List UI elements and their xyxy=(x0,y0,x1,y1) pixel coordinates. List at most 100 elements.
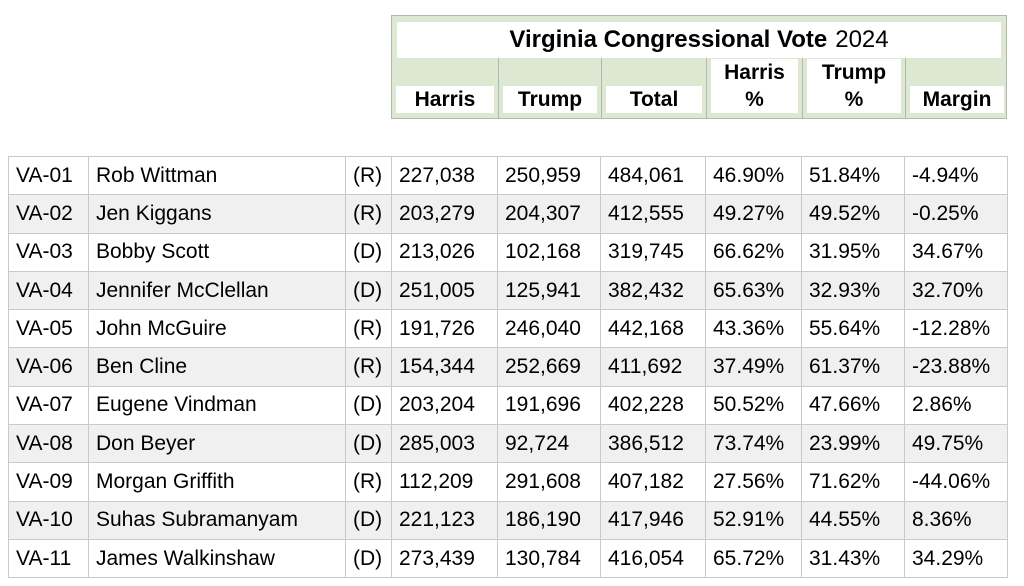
cell-party[interactable]: (D) xyxy=(345,424,392,464)
cell-district[interactable]: VA-06 xyxy=(8,347,89,387)
cell-harris[interactable]: 213,026 xyxy=(391,232,498,272)
cell-harris-pct[interactable]: 46.90% xyxy=(705,155,802,196)
header-col-harris[interactable]: Harris xyxy=(392,58,498,118)
cell-total[interactable]: 442,168 xyxy=(600,309,706,349)
cell-harris-pct[interactable]: 50.52% xyxy=(705,385,802,426)
cell-total[interactable]: 319,745 xyxy=(600,232,706,272)
cell-name[interactable]: Don Beyer xyxy=(88,424,346,464)
cell-trump[interactable]: 102,168 xyxy=(497,232,601,272)
cell-harris-pct[interactable]: 37.49% xyxy=(705,347,802,387)
cell-trump-pct[interactable]: 51.84% xyxy=(801,155,905,196)
cell-party[interactable]: (R) xyxy=(345,155,392,196)
header-col-trump[interactable]: Trump xyxy=(498,58,601,118)
cell-trump[interactable]: 191,696 xyxy=(497,385,601,426)
cell-trump-pct[interactable]: 47.66% xyxy=(801,385,905,426)
cell-margin[interactable]: 49.75% xyxy=(904,424,1008,464)
cell-total[interactable]: 407,182 xyxy=(600,462,706,502)
cell-name[interactable]: Morgan Griffith xyxy=(88,462,346,502)
cell-trump[interactable]: 246,040 xyxy=(497,309,601,349)
cell-trump[interactable]: 291,608 xyxy=(497,462,601,502)
cell-total[interactable]: 382,432 xyxy=(600,270,706,311)
cell-trump[interactable]: 252,669 xyxy=(497,347,601,387)
cell-margin[interactable]: -44.06% xyxy=(904,462,1008,502)
cell-total[interactable]: 412,555 xyxy=(600,194,706,234)
cell-harris[interactable]: 203,204 xyxy=(391,385,498,426)
cell-name[interactable]: Rob Wittman xyxy=(88,155,346,196)
cell-party[interactable]: (R) xyxy=(345,462,392,502)
cell-total[interactable]: 411,692 xyxy=(600,347,706,387)
cell-district[interactable]: VA-11 xyxy=(8,538,89,579)
cell-harris-pct[interactable]: 65.72% xyxy=(705,538,802,579)
cell-harris-pct[interactable]: 27.56% xyxy=(705,462,802,502)
cell-harris[interactable]: 112,209 xyxy=(391,462,498,502)
cell-margin[interactable]: -23.88% xyxy=(904,347,1008,387)
cell-margin[interactable]: 32.70% xyxy=(904,270,1008,311)
cell-trump-pct[interactable]: 32.93% xyxy=(801,270,905,311)
cell-district[interactable]: VA-07 xyxy=(8,385,89,426)
cell-margin[interactable]: 8.36% xyxy=(904,500,1008,540)
cell-district[interactable]: VA-04 xyxy=(8,270,89,311)
cell-party[interactable]: (R) xyxy=(345,347,392,387)
cell-margin[interactable]: 34.29% xyxy=(904,538,1008,579)
cell-name[interactable]: Jennifer McClellan xyxy=(88,270,346,311)
cell-total[interactable]: 402,228 xyxy=(600,385,706,426)
cell-margin[interactable]: 2.86% xyxy=(904,385,1008,426)
header-col-margin[interactable]: Margin xyxy=(905,58,1008,118)
cell-harris[interactable]: 227,038 xyxy=(391,155,498,196)
cell-trump[interactable]: 204,307 xyxy=(497,194,601,234)
cell-harris-pct[interactable]: 73.74% xyxy=(705,424,802,464)
cell-harris[interactable]: 191,726 xyxy=(391,309,498,349)
cell-harris-pct[interactable]: 66.62% xyxy=(705,232,802,272)
cell-district[interactable]: VA-08 xyxy=(8,424,89,464)
cell-harris[interactable]: 154,344 xyxy=(391,347,498,387)
cell-trump-pct[interactable]: 31.43% xyxy=(801,538,905,579)
cell-trump-pct[interactable]: 71.62% xyxy=(801,462,905,502)
cell-trump[interactable]: 125,941 xyxy=(497,270,601,311)
cell-party[interactable]: (D) xyxy=(345,385,392,426)
header-col-trump-pct[interactable]: Trump% xyxy=(802,58,905,118)
cell-margin[interactable]: -12.28% xyxy=(904,309,1008,349)
cell-total[interactable]: 416,054 xyxy=(600,538,706,579)
cell-party[interactable]: (D) xyxy=(345,500,392,540)
cell-trump[interactable]: 130,784 xyxy=(497,538,601,579)
cell-district[interactable]: VA-05 xyxy=(8,309,89,349)
cell-name[interactable]: Bobby Scott xyxy=(88,232,346,272)
cell-trump-pct[interactable]: 23.99% xyxy=(801,424,905,464)
cell-party[interactable]: (R) xyxy=(345,309,392,349)
cell-margin[interactable]: 34.67% xyxy=(904,232,1008,272)
cell-trump-pct[interactable]: 55.64% xyxy=(801,309,905,349)
table-title-cell[interactable]: Virginia Congressional Vote 2024 xyxy=(397,22,1001,58)
cell-harris-pct[interactable]: 65.63% xyxy=(705,270,802,311)
cell-name[interactable]: James Walkinshaw xyxy=(88,538,346,579)
cell-harris-pct[interactable]: 49.27% xyxy=(705,194,802,234)
cell-district[interactable]: VA-01 xyxy=(8,155,89,196)
cell-district[interactable]: VA-03 xyxy=(8,232,89,272)
cell-party[interactable]: (D) xyxy=(345,232,392,272)
cell-district[interactable]: VA-09 xyxy=(8,462,89,502)
cell-harris[interactable]: 221,123 xyxy=(391,500,498,540)
cell-name[interactable]: Jen Kiggans xyxy=(88,194,346,234)
cell-total[interactable]: 417,946 xyxy=(600,500,706,540)
cell-total[interactable]: 386,512 xyxy=(600,424,706,464)
cell-harris[interactable]: 251,005 xyxy=(391,270,498,311)
cell-name[interactable]: Suhas Subramanyam xyxy=(88,500,346,540)
cell-party[interactable]: (R) xyxy=(345,194,392,234)
cell-district[interactable]: VA-02 xyxy=(8,194,89,234)
cell-harris-pct[interactable]: 52.91% xyxy=(705,500,802,540)
header-col-total[interactable]: Total xyxy=(601,58,706,118)
cell-name[interactable]: Ben Cline xyxy=(88,347,346,387)
cell-name[interactable]: Eugene Vindman xyxy=(88,385,346,426)
cell-district[interactable]: VA-10 xyxy=(8,500,89,540)
header-col-harris-pct[interactable]: Harris% xyxy=(706,58,802,118)
cell-total[interactable]: 484,061 xyxy=(600,155,706,196)
cell-harris[interactable]: 203,279 xyxy=(391,194,498,234)
cell-name[interactable]: John McGuire xyxy=(88,309,346,349)
cell-party[interactable]: (D) xyxy=(345,270,392,311)
cell-trump[interactable]: 92,724 xyxy=(497,424,601,464)
cell-party[interactable]: (D) xyxy=(345,538,392,579)
cell-trump-pct[interactable]: 49.52% xyxy=(801,194,905,234)
cell-trump[interactable]: 250,959 xyxy=(497,155,601,196)
cell-trump-pct[interactable]: 31.95% xyxy=(801,232,905,272)
cell-harris-pct[interactable]: 43.36% xyxy=(705,309,802,349)
cell-margin[interactable]: -0.25% xyxy=(904,194,1008,234)
